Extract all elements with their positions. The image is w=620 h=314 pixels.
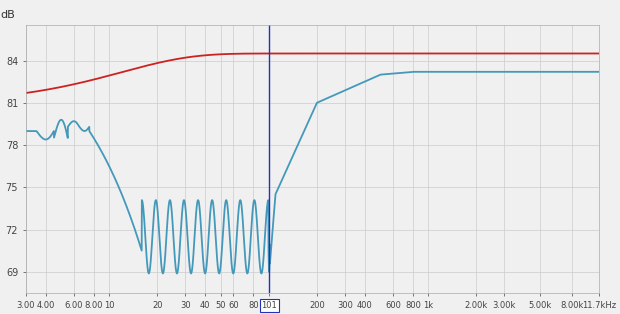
- Text: dB: dB: [0, 10, 15, 20]
